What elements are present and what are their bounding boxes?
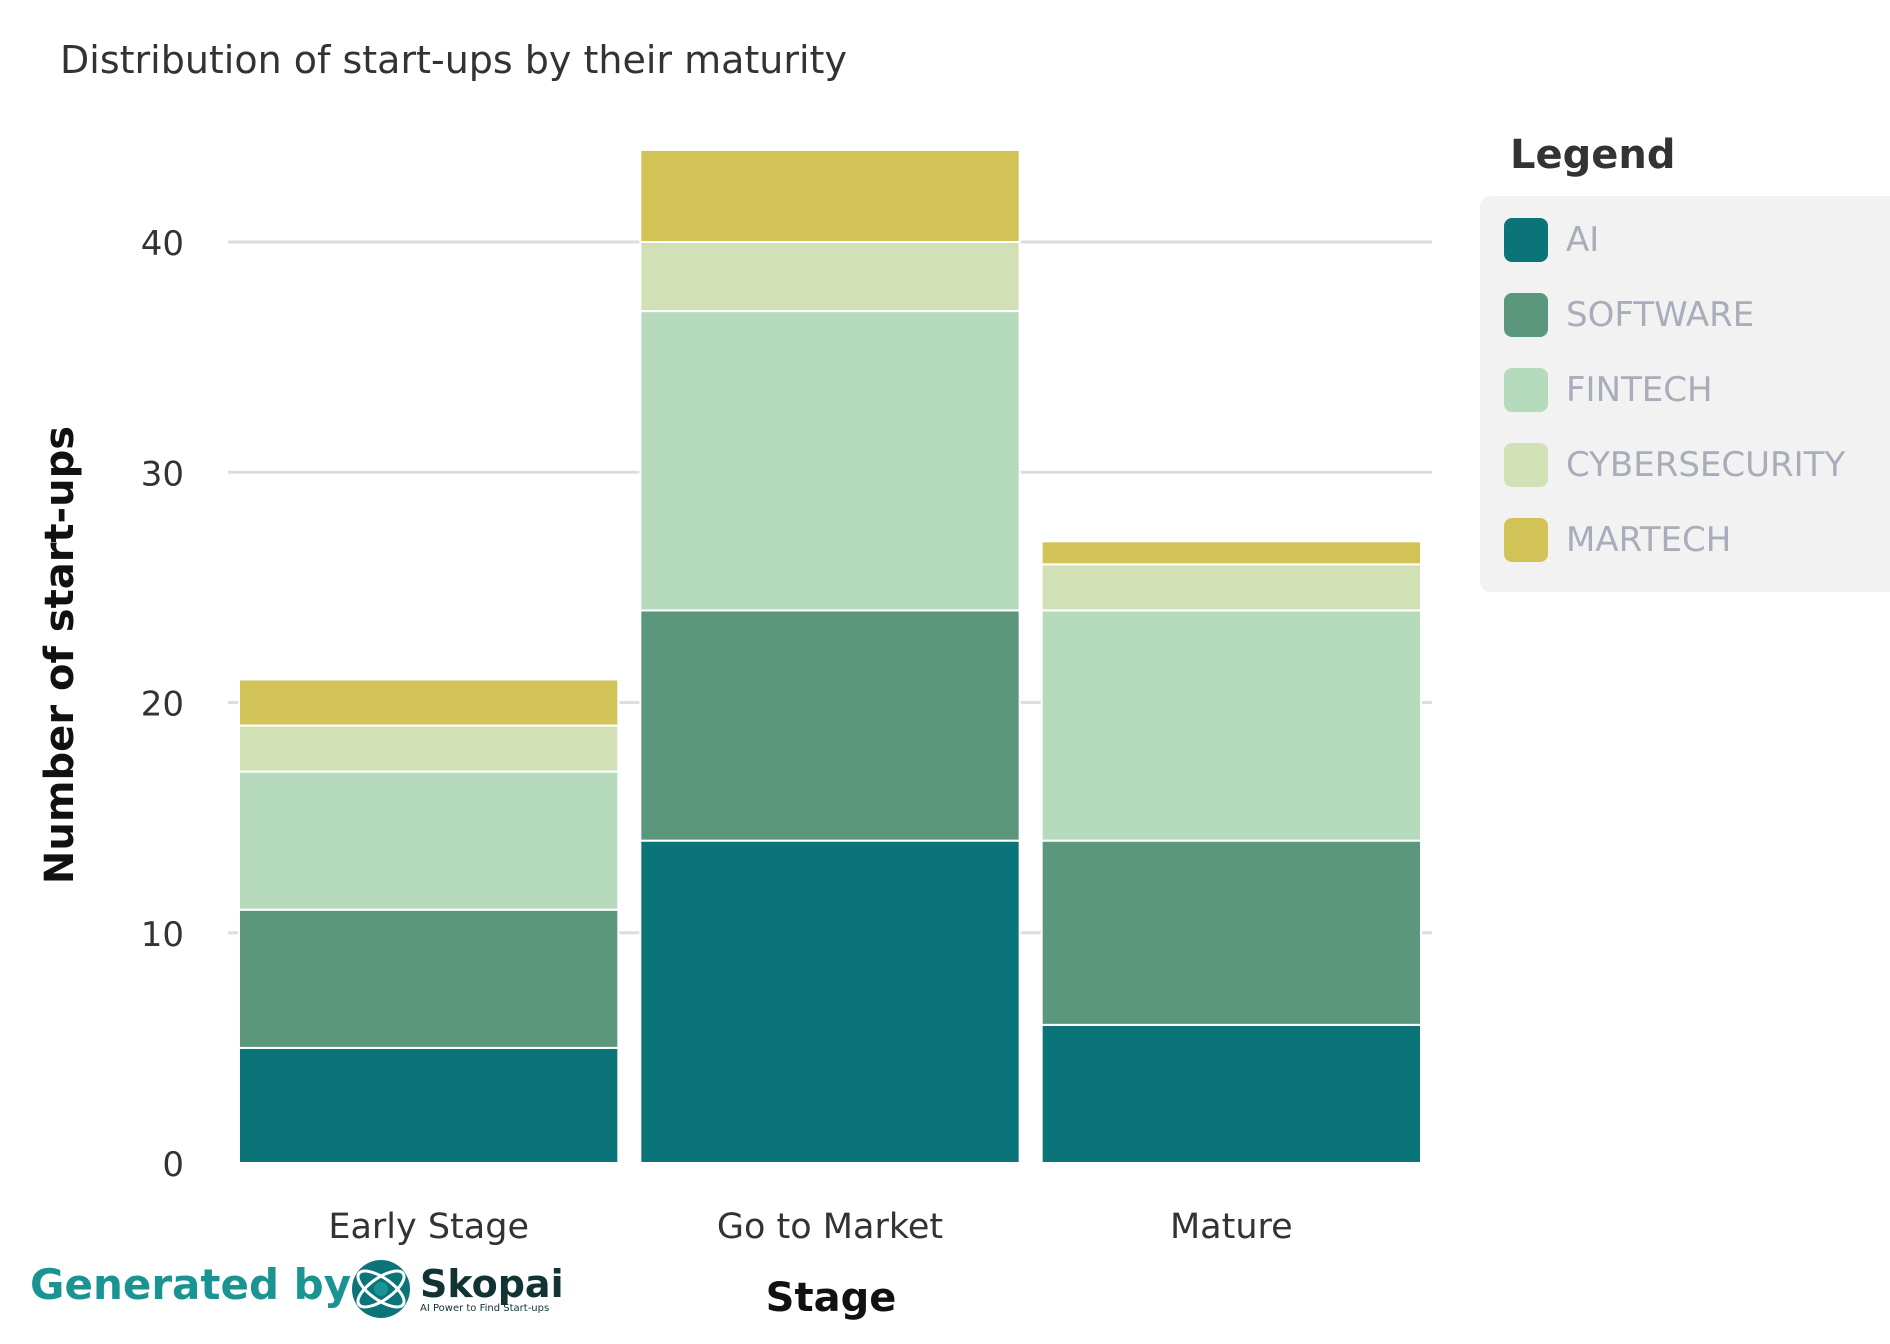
bar-segment	[639, 839, 1021, 1165]
legend-item: MARTECH	[1504, 518, 1731, 562]
x-tick-label: Early Stage	[328, 1207, 529, 1247]
bar-segment	[1040, 563, 1422, 612]
bar-segment	[639, 310, 1021, 612]
legend-label: CYBERSECURITY	[1566, 445, 1846, 485]
y-tick-label: 40	[141, 224, 184, 264]
legend-label: MARTECH	[1566, 520, 1732, 560]
legend-item: FINTECH	[1504, 368, 1713, 412]
skopai-logo-icon	[352, 1260, 410, 1318]
x-tick-label: Mature	[1170, 1207, 1293, 1247]
legend-swatch	[1504, 218, 1548, 262]
generated-by-text: Generated by	[30, 1260, 352, 1309]
bar-segment	[238, 678, 620, 727]
logo-name: Skopai	[420, 1261, 564, 1306]
legend-swatch	[1504, 518, 1548, 562]
legend-label: FINTECH	[1566, 370, 1713, 410]
chart-title: Distribution of start-ups by their matur…	[60, 38, 847, 82]
bar-segment	[639, 609, 1021, 842]
bar-segment	[238, 770, 620, 911]
bar-segment	[238, 1046, 620, 1164]
bar-segment	[238, 908, 620, 1049]
y-axis-label: Number of start-ups	[37, 425, 83, 885]
x-axis-label: Stage	[765, 1275, 897, 1321]
legend-title: Legend	[1510, 132, 1676, 178]
bar-segment	[639, 241, 1021, 313]
bar-segment	[1040, 1023, 1422, 1164]
logo-tagline: AI Power to Find Start-ups	[420, 1302, 550, 1314]
y-tick-label: 20	[141, 685, 184, 725]
legend-label: AI	[1566, 220, 1600, 260]
legend-item: CYBERSECURITY	[1504, 443, 1845, 487]
footer: Generated by	[30, 1260, 351, 1309]
legend-swatch	[1504, 443, 1548, 487]
bar-segment	[639, 148, 1021, 243]
bar-segment	[1040, 609, 1422, 842]
legend-item: SOFTWARE	[1504, 293, 1754, 337]
legend-swatch	[1504, 368, 1548, 412]
legend-label: SOFTWARE	[1566, 295, 1755, 335]
bar-segment	[1040, 540, 1422, 566]
y-tick-label: 10	[141, 915, 184, 955]
bar-segment	[238, 724, 620, 773]
y-tick-label: 30	[141, 454, 184, 494]
y-tick-label: 0	[162, 1145, 184, 1185]
legend-item: AI	[1504, 218, 1599, 262]
bar-segment	[1040, 839, 1422, 1026]
x-tick-label: Go to Market	[717, 1207, 943, 1247]
skopai-logo: Skopai AI Power to Find Start-ups	[350, 1258, 564, 1320]
legend-swatch	[1504, 293, 1548, 337]
legend: AI SOFTWARE FINTECH CYBERSECURITY MARTECH	[1480, 196, 1890, 592]
